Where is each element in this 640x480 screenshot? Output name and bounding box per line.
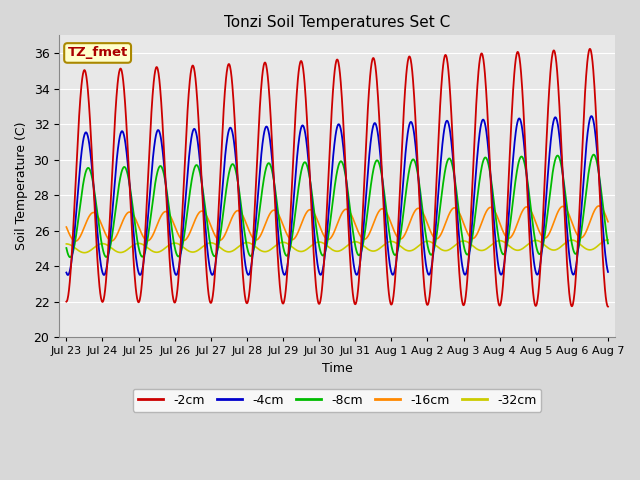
- X-axis label: Time: Time: [322, 362, 353, 375]
- Legend: -2cm, -4cm, -8cm, -16cm, -32cm: -2cm, -4cm, -8cm, -16cm, -32cm: [133, 389, 541, 412]
- Title: Tonzi Soil Temperatures Set C: Tonzi Soil Temperatures Set C: [224, 15, 451, 30]
- Y-axis label: Soil Temperature (C): Soil Temperature (C): [15, 122, 28, 251]
- Text: TZ_fmet: TZ_fmet: [67, 47, 128, 60]
